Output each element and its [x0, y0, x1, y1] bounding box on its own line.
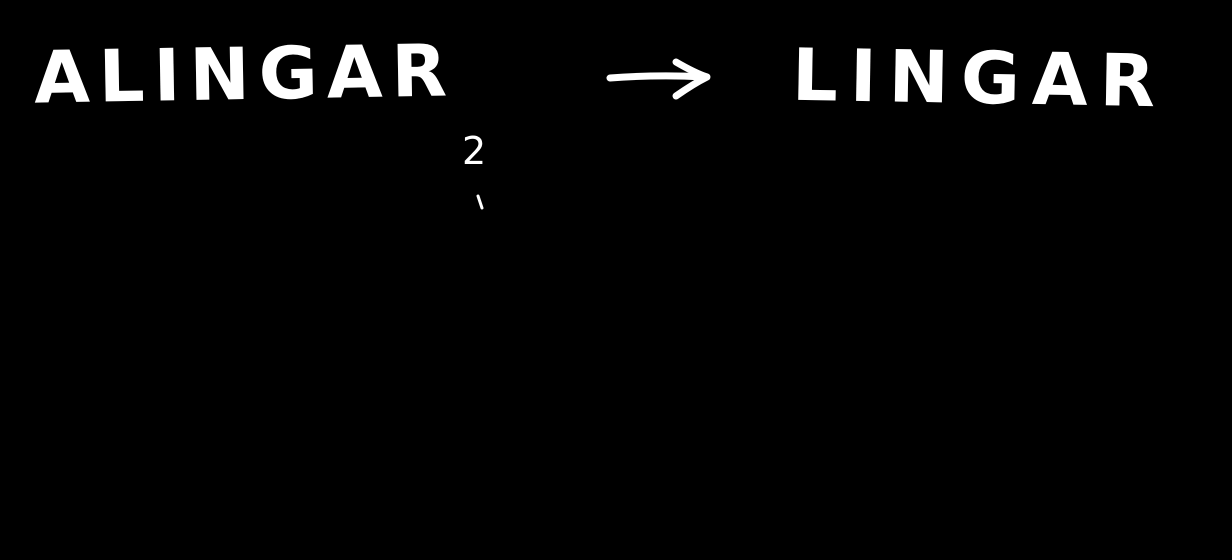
- annotation-number: 2: [462, 129, 487, 173]
- target-word: LINGAR: [791, 32, 1168, 124]
- source-word: ALINGAR: [33, 28, 457, 120]
- tick-mark: [476, 194, 484, 210]
- right-arrow-icon: [606, 58, 711, 100]
